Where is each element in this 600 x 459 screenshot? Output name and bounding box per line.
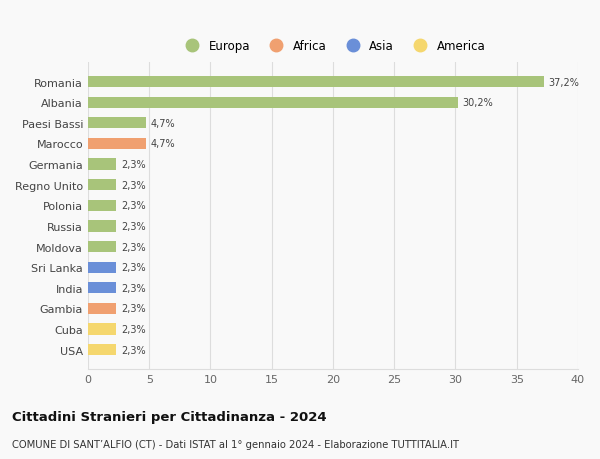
Bar	[88, 118, 146, 129]
Legend: Europa, Africa, Asia, America: Europa, Africa, Asia, America	[178, 38, 488, 56]
Text: 4,7%: 4,7%	[151, 118, 175, 129]
Text: 37,2%: 37,2%	[548, 78, 580, 87]
Bar	[88, 344, 116, 356]
Text: 2,3%: 2,3%	[121, 304, 146, 314]
Bar	[88, 77, 544, 88]
Bar	[88, 241, 116, 253]
Text: 2,3%: 2,3%	[121, 242, 146, 252]
Text: 4,7%: 4,7%	[151, 139, 175, 149]
Text: 2,3%: 2,3%	[121, 180, 146, 190]
Bar	[88, 97, 458, 109]
Bar	[88, 221, 116, 232]
Text: 2,3%: 2,3%	[121, 283, 146, 293]
Bar	[88, 179, 116, 191]
Bar	[88, 262, 116, 273]
Text: 2,3%: 2,3%	[121, 221, 146, 231]
Text: 2,3%: 2,3%	[121, 345, 146, 355]
Text: 30,2%: 30,2%	[463, 98, 494, 108]
Text: 2,3%: 2,3%	[121, 160, 146, 170]
Text: COMUNE DI SANT’ALFIO (CT) - Dati ISTAT al 1° gennaio 2024 - Elaborazione TUTTITA: COMUNE DI SANT’ALFIO (CT) - Dati ISTAT a…	[12, 440, 459, 449]
Text: Cittadini Stranieri per Cittadinanza - 2024: Cittadini Stranieri per Cittadinanza - 2…	[12, 410, 326, 423]
Bar	[88, 159, 116, 170]
Text: 2,3%: 2,3%	[121, 325, 146, 334]
Bar	[88, 303, 116, 314]
Bar	[88, 283, 116, 294]
Bar	[88, 324, 116, 335]
Bar	[88, 200, 116, 212]
Text: 2,3%: 2,3%	[121, 201, 146, 211]
Text: 2,3%: 2,3%	[121, 263, 146, 273]
Bar	[88, 139, 146, 150]
